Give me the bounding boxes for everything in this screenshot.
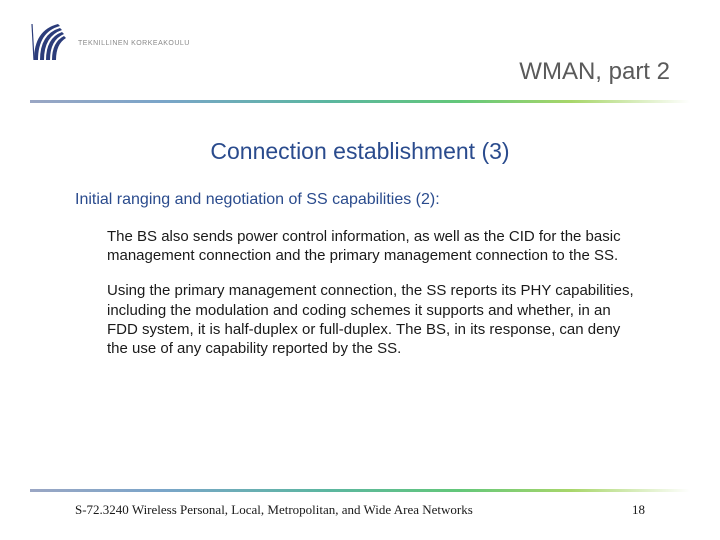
- header-divider: [30, 100, 690, 103]
- paragraph: Using the primary management connection,…: [107, 281, 645, 358]
- page-number: 18: [632, 502, 645, 518]
- logo-icon: [30, 22, 70, 64]
- header: TEKNILLINEN KORKEAKOULU WMAN, part 2: [0, 0, 720, 110]
- slide-title: Connection establishment (3): [0, 138, 720, 165]
- subtitle: Initial ranging and negotiation of SS ca…: [75, 191, 645, 209]
- header-title: WMAN, part 2: [519, 58, 670, 86]
- footer-divider: [30, 489, 690, 492]
- org-name: TEKNILLINEN KORKEAKOULU: [78, 40, 190, 47]
- content: Initial ranging and negotiation of SS ca…: [0, 191, 720, 358]
- footer-text: S-72.3240 Wireless Personal, Local, Metr…: [75, 502, 473, 518]
- footer: S-72.3240 Wireless Personal, Local, Metr…: [30, 489, 690, 518]
- footer-row: S-72.3240 Wireless Personal, Local, Metr…: [30, 502, 690, 518]
- paragraph: The BS also sends power control informat…: [107, 227, 645, 265]
- logo-area: TEKNILLINEN KORKEAKOULU: [30, 22, 190, 64]
